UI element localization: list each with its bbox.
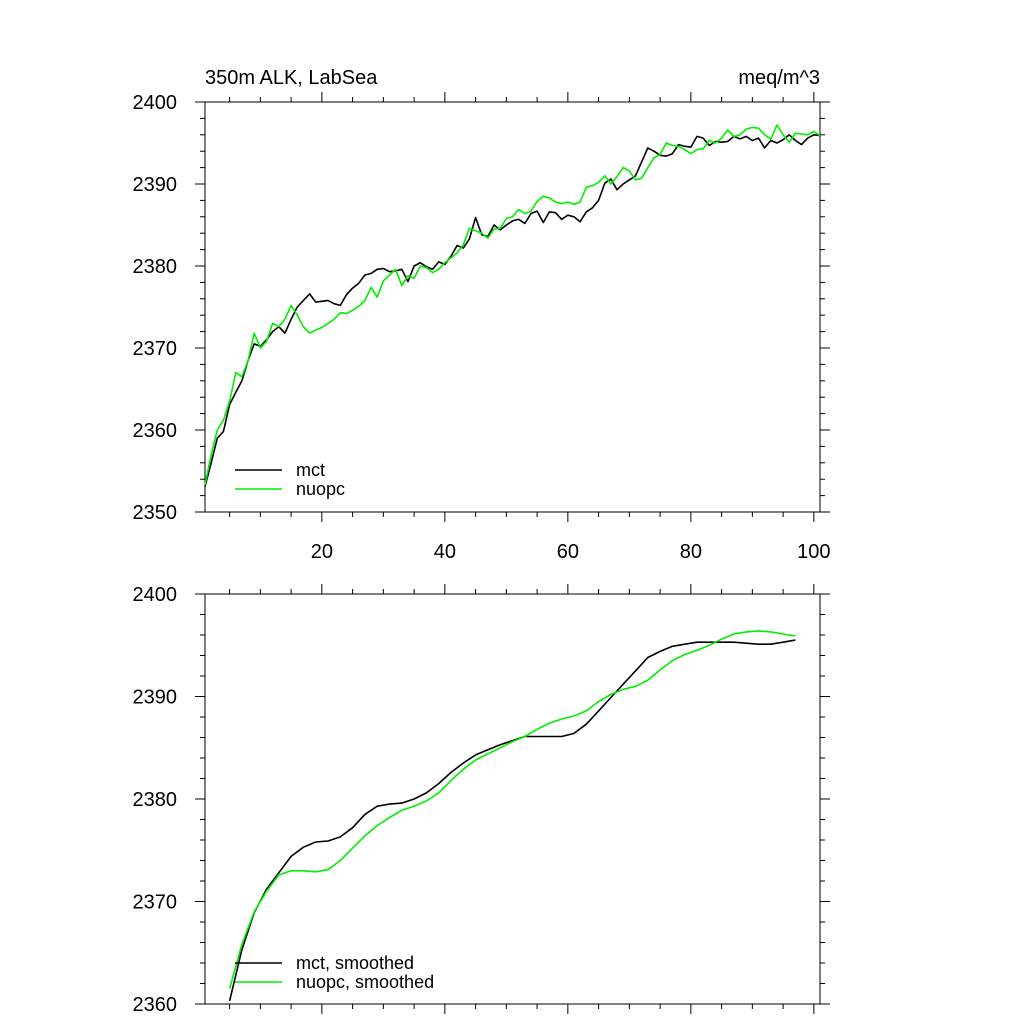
y-tick-label: 2390 bbox=[133, 174, 178, 196]
plot-frame bbox=[204, 593, 821, 1005]
legend-label: mct bbox=[296, 460, 325, 480]
series-line-mct bbox=[204, 134, 821, 487]
series-line-nuopc-smoothed bbox=[228, 630, 796, 989]
y-tick-label: 2380 bbox=[133, 789, 178, 811]
y-tick-label: 2400 bbox=[133, 92, 178, 114]
y-tick-label: 2380 bbox=[133, 256, 178, 278]
x-tick-label: 60 bbox=[557, 541, 579, 563]
units-label: meq/m^3 bbox=[738, 67, 820, 89]
y-tick-label: 2360 bbox=[133, 994, 178, 1016]
x-tick-label: 40 bbox=[434, 541, 456, 563]
y-tick-label: 2350 bbox=[133, 502, 178, 524]
series-line-nuopc bbox=[204, 124, 821, 486]
bottom-panel: 2360 2370 2380 2390 2400 mct, smoothednuopc, … bbox=[133, 584, 830, 1016]
series-line-mct-smoothed bbox=[228, 639, 796, 1002]
y-tick-label: 2390 bbox=[133, 687, 178, 709]
legend-label: nuopc bbox=[296, 479, 345, 499]
x-tick-label: 20 bbox=[311, 541, 333, 563]
top-panel: 2350 2360 2370 2380 2390 2400 20 40 60 80 100 350m … bbox=[133, 67, 831, 563]
y-tick-label: 2400 bbox=[133, 584, 178, 606]
y-tick-label: 2360 bbox=[133, 420, 178, 442]
y-tick-label: 2370 bbox=[133, 338, 178, 360]
x-tick-label: 100 bbox=[797, 541, 830, 563]
plot-frame bbox=[204, 101, 821, 513]
legend-label: nuopc, smoothed bbox=[296, 972, 434, 992]
legend-label: mct, smoothed bbox=[296, 953, 414, 973]
x-tick-label: 80 bbox=[680, 541, 702, 563]
chart-title: 350m ALK, LabSea bbox=[205, 67, 378, 89]
y-tick-label: 2370 bbox=[133, 892, 178, 914]
